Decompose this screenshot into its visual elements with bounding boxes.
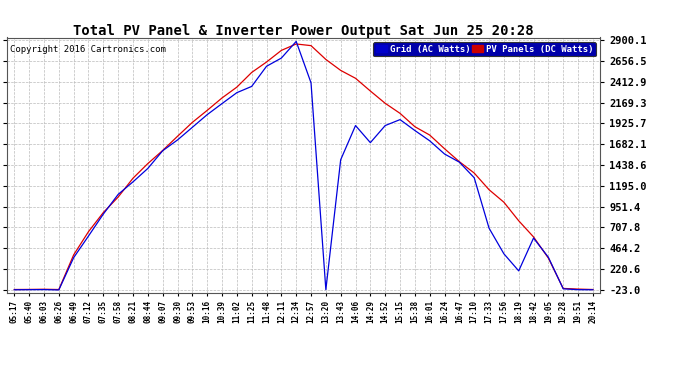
Legend: Grid (AC Watts), PV Panels (DC Watts): Grid (AC Watts), PV Panels (DC Watts) [373, 42, 595, 56]
Title: Total PV Panel & Inverter Power Output Sat Jun 25 20:28: Total PV Panel & Inverter Power Output S… [73, 24, 534, 38]
Text: Copyright 2016 Cartronics.com: Copyright 2016 Cartronics.com [10, 45, 166, 54]
